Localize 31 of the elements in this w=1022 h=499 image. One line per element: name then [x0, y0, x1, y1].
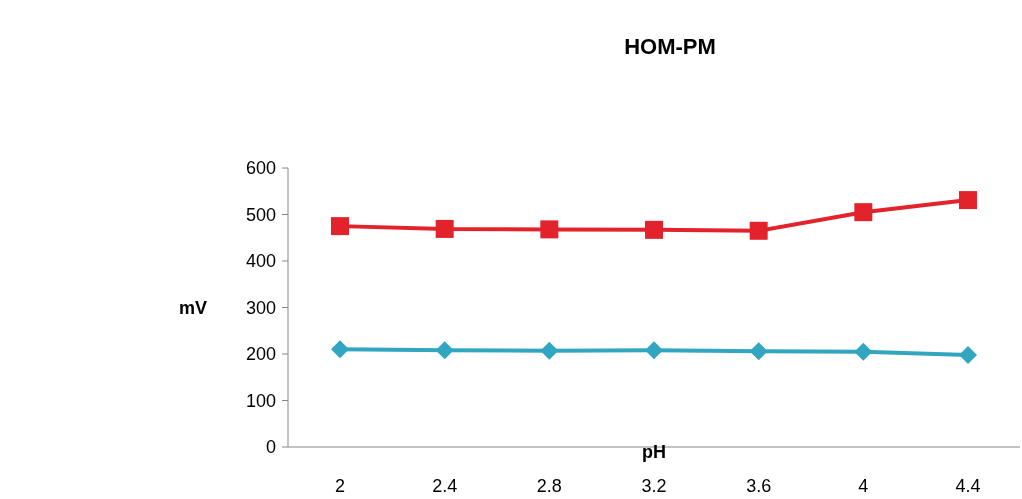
- point: [645, 341, 663, 360]
- point: [749, 221, 768, 240]
- x-tick-label: 3.6: [746, 475, 772, 496]
- y-tick-label: 500: [245, 204, 276, 225]
- point: [854, 203, 873, 222]
- y-tick-label: 200: [245, 344, 276, 365]
- y-axis-title: mV: [178, 297, 208, 318]
- point: [435, 219, 454, 238]
- x-tick-label: 2.8: [536, 475, 562, 496]
- point: [540, 220, 559, 239]
- point: [435, 341, 454, 360]
- y-tick-label: 300: [245, 297, 276, 318]
- y-tick-label: 400: [245, 251, 276, 272]
- y-tick-label: 0: [265, 437, 276, 458]
- chart-title: HOM-PM: [624, 34, 716, 59]
- x-tick-label: 4.4: [955, 475, 981, 496]
- y-tick-label: 600: [245, 158, 276, 179]
- point: [749, 342, 768, 361]
- point: [959, 191, 977, 210]
- y-tick-label: 100: [245, 390, 276, 411]
- point: [540, 341, 559, 360]
- point: [854, 342, 873, 361]
- x-tick-label: 2: [334, 475, 346, 496]
- point: [959, 345, 977, 364]
- x-axis-title: pH: [642, 441, 666, 462]
- x-tick-label: 2.4: [432, 475, 458, 496]
- point: [645, 220, 663, 239]
- point: [331, 340, 349, 359]
- point: [331, 217, 349, 236]
- x-tick-label: 3.2: [641, 475, 667, 496]
- x-tick-label: 4: [858, 475, 869, 496]
